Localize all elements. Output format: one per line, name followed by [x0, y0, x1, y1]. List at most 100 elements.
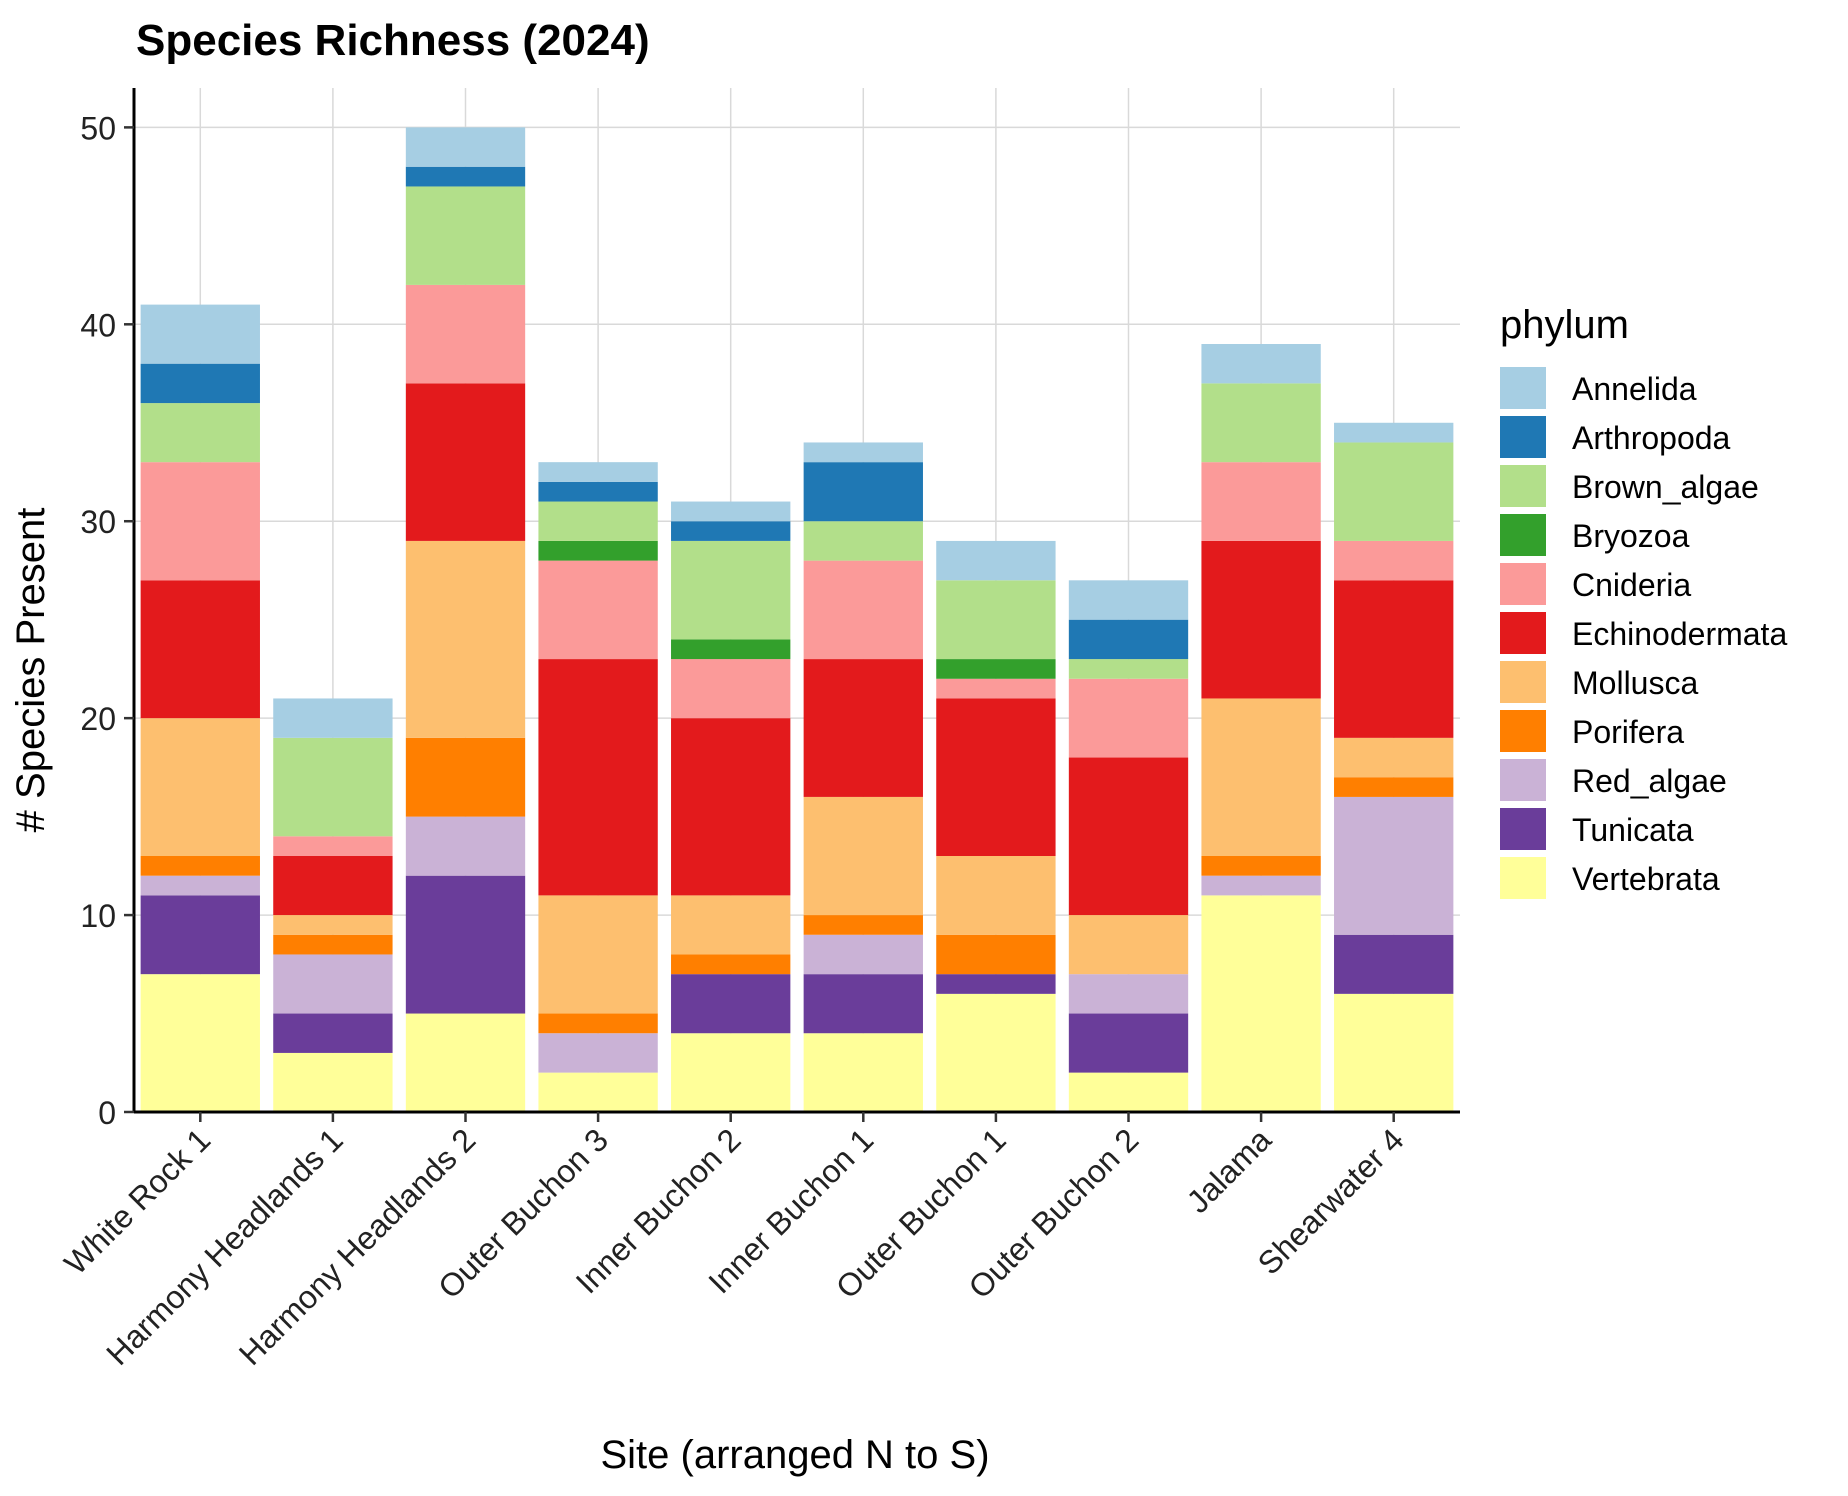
bar-segment-inner-buchon-2-mollusca: [671, 895, 791, 955]
bar-segment-shearwater-4-tunicata: [1334, 934, 1454, 994]
bar-segment-inner-buchon-1-brown-algae: [803, 521, 923, 561]
bar-segment-outer-buchon-1-brown-algae: [936, 580, 1056, 660]
bar-segment-outer-buchon-1-porifera: [936, 934, 1056, 975]
bar-segment-white-rock-1-echinodermata: [140, 580, 260, 719]
legend-title: phylum: [1500, 303, 1629, 347]
legend: phylum Annelida Arthropoda Brown_algae Bryo…: [1500, 303, 1787, 899]
bar-segment-outer-buchon-3-annelida: [538, 462, 658, 482]
bar-segment-harmony-headlands-1-cnideria: [273, 836, 393, 856]
bar-segment-white-rock-1-cnideria: [140, 462, 260, 581]
bar-segment-inner-buchon-2-arthropoda: [671, 521, 791, 541]
bar-segment-outer-buchon-2-mollusca: [1068, 915, 1189, 975]
bar-segment-harmony-headlands-1-porifera: [273, 934, 393, 955]
bar-segment-outer-buchon-3-porifera: [538, 1013, 658, 1034]
y-tick-label: 40: [80, 307, 116, 343]
bar-segment-inner-buchon-1-red-algae: [803, 934, 923, 975]
bar-segment-harmony-headlands-2-porifera: [405, 737, 526, 817]
bar-segment-inner-buchon-1-tunicata: [803, 974, 923, 1034]
axes: [132, 88, 1460, 1114]
bar-segment-outer-buchon-3-cnideria: [538, 560, 658, 660]
legend-label-vertebrata: Vertebrata: [1572, 861, 1720, 897]
bar-segment-harmony-headlands-2-mollusca: [405, 540, 526, 738]
bar-segment-inner-buchon-1-cnideria: [803, 560, 923, 660]
bar-segment-harmony-headlands-2-tunicata: [405, 875, 526, 1014]
bar-segment-harmony-headlands-2-echinodermata: [405, 383, 526, 541]
legend-label-mollusca: Mollusca: [1572, 665, 1698, 701]
legend-label-red-algae: Red_algae: [1572, 763, 1727, 799]
bar-segment-inner-buchon-2-brown-algae: [671, 540, 791, 640]
legend-label-porifera: Porifera: [1572, 714, 1684, 750]
bar-segment-shearwater-4-mollusca: [1334, 737, 1454, 778]
bar-segment-inner-buchon-2-tunicata: [671, 974, 791, 1034]
bar-segment-inner-buchon-2-porifera: [671, 954, 791, 975]
bar-segment-inner-buchon-2-vertebrata: [671, 1033, 791, 1112]
bar-segment-inner-buchon-1-arthropoda: [803, 462, 923, 522]
bar-segment-inner-buchon-1-echinodermata: [803, 659, 923, 797]
legend-swatch-echinodermata: [1500, 612, 1546, 654]
bar-segment-outer-buchon-1-echinodermata: [936, 698, 1056, 856]
bar-segment-outer-buchon-2-cnideria: [1068, 678, 1189, 758]
legend-label-cnideria: Cnideria: [1572, 567, 1691, 603]
bar-segment-white-rock-1-annelida: [140, 304, 260, 364]
bar-segment-outer-buchon-2-brown-algae: [1068, 659, 1189, 679]
legend-label-echinodermata: Echinodermata: [1572, 616, 1787, 652]
bar-segment-outer-buchon-3-bryozoa: [538, 540, 658, 561]
bar-segment-inner-buchon-2-bryozoa: [671, 639, 791, 660]
bar-segment-harmony-headlands-2-annelida: [405, 127, 526, 167]
y-axis-title: # Species Present: [9, 508, 53, 833]
bar-segment-harmony-headlands-2-arthropoda: [405, 166, 526, 187]
y-axis-ticks: 0 10 20 30 40 50: [80, 110, 134, 1131]
bar-segment-white-rock-1-arthropoda: [140, 363, 260, 404]
bar-segment-white-rock-1-red-algae: [140, 875, 260, 896]
bar-segment-shearwater-4-brown-algae: [1334, 442, 1454, 541]
bar-segment-jalama-echinodermata: [1201, 540, 1321, 699]
y-tick-label: 30: [80, 504, 116, 540]
bar-segment-inner-buchon-1-porifera: [803, 915, 923, 935]
bar-segment-outer-buchon-1-vertebrata: [936, 993, 1056, 1112]
legend-swatch-red-algae: [1500, 759, 1546, 801]
bar-segment-shearwater-4-cnideria: [1334, 540, 1454, 581]
bar-segment-inner-buchon-2-echinodermata: [671, 718, 791, 896]
bar-segment-white-rock-1-brown-algae: [140, 403, 260, 463]
bar-segment-shearwater-4-red-algae: [1334, 796, 1454, 935]
x-axis-title: Site (arranged N to S): [600, 1433, 989, 1477]
legend-items: Annelida Arthropoda Brown_algae Bryozoa Cnid…: [1500, 367, 1787, 899]
bar-segment-outer-buchon-3-vertebrata: [538, 1072, 658, 1112]
bar-segment-outer-buchon-1-cnideria: [936, 678, 1056, 699]
bar-segment-outer-buchon-3-brown-algae: [538, 501, 658, 541]
bar-segment-harmony-headlands-1-annelida: [273, 698, 393, 738]
bar-segment-shearwater-4-echinodermata: [1334, 580, 1454, 738]
legend-swatch-brown-algae: [1500, 465, 1546, 507]
bar-segment-jalama-porifera: [1201, 856, 1321, 876]
bar-segment-inner-buchon-2-annelida: [671, 501, 791, 522]
bar-segment-white-rock-1-mollusca: [140, 718, 260, 856]
bar-segment-shearwater-4-annelida: [1334, 422, 1454, 443]
legend-swatch-mollusca: [1500, 661, 1546, 703]
x-tick-label: Jalama: [1180, 1121, 1279, 1220]
chart-title: Species Richness (2024): [136, 16, 650, 65]
bar-segment-harmony-headlands-1-tunicata: [273, 1013, 393, 1053]
legend-swatch-porifera: [1500, 710, 1546, 752]
bar-segment-inner-buchon-1-annelida: [803, 442, 923, 463]
bar-segment-outer-buchon-1-bryozoa: [936, 659, 1056, 679]
bar-segment-jalama-mollusca: [1201, 698, 1321, 856]
legend-label-bryozoa: Bryozoa: [1572, 518, 1690, 554]
bar-segment-harmony-headlands-2-brown-algae: [405, 186, 526, 285]
x-tick-label: Harmony Headlands 1: [99, 1121, 350, 1372]
bar-segment-harmony-headlands-1-vertebrata: [273, 1052, 393, 1112]
y-tick-label: 50: [80, 110, 116, 146]
bar-segment-outer-buchon-2-tunicata: [1068, 1013, 1189, 1073]
bar-segment-shearwater-4-porifera: [1334, 777, 1454, 797]
y-tick-label: 20: [80, 701, 116, 737]
bar-segment-harmony-headlands-1-red-algae: [273, 954, 393, 1014]
legend-swatch-arthropoda: [1500, 416, 1546, 458]
bar-segment-harmony-headlands-1-mollusca: [273, 915, 393, 935]
bar-segment-jalama-cnideria: [1201, 462, 1321, 541]
legend-label-brown-algae: Brown_algae: [1572, 469, 1759, 505]
legend-swatch-tunicata: [1500, 808, 1546, 850]
bar-segment-outer-buchon-2-red-algae: [1068, 974, 1189, 1014]
bar-segment-harmony-headlands-1-echinodermata: [273, 856, 393, 916]
legend-label-arthropoda: Arthropoda: [1572, 420, 1731, 456]
bar-segment-outer-buchon-3-echinodermata: [538, 659, 658, 896]
